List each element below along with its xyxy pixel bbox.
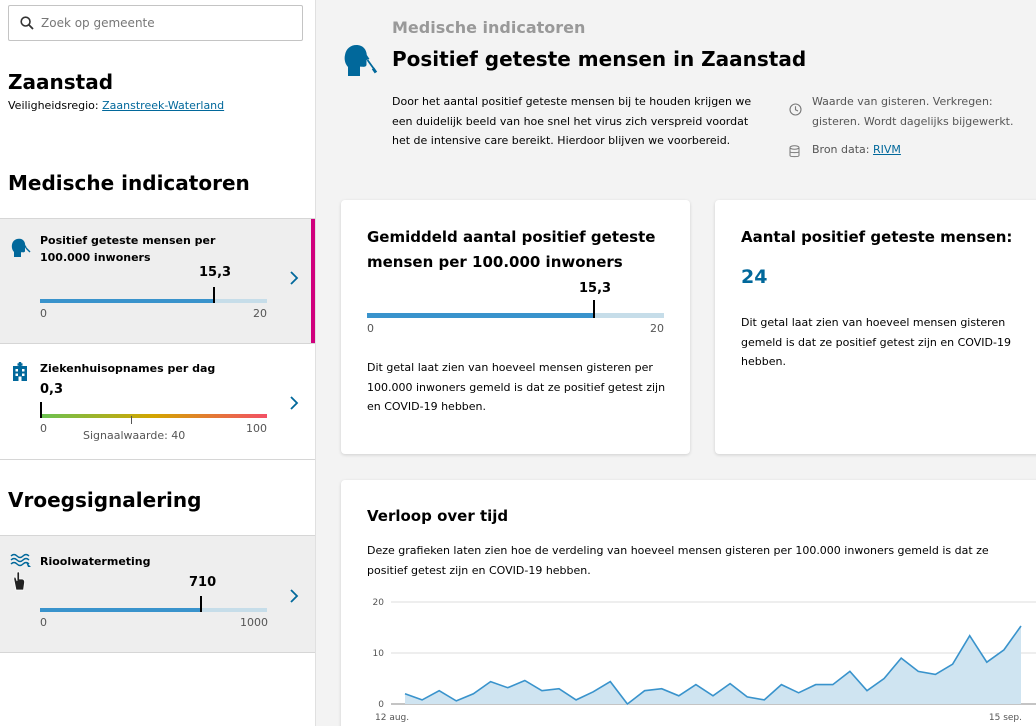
average-card-value: 15,3 (579, 281, 612, 296)
data-source: Bron data: RIVM (812, 143, 901, 156)
indicator-label: Rioolwatermeting (40, 555, 151, 568)
sidebar-item-positive-tests[interactable]: Positief geteste mensen per 100.000 inwo… (0, 218, 315, 344)
chevron-right-icon (290, 271, 299, 285)
chevron-right-icon (290, 589, 299, 603)
chevron-right-icon (290, 396, 299, 410)
page-description: Door het aantal positief geteste mensen … (392, 95, 752, 147)
sidebar: Zaanstad Veiligheidsregio: Zaanstreek-Wa… (0, 0, 316, 726)
y-tick-label: 0 (378, 700, 384, 710)
indicator-gradient-bar (40, 414, 267, 418)
indicator-label: Positief geteste mensen per 100.000 inwo… (40, 234, 216, 264)
trend-card-description: Deze grafieken laten zien hoe de verdeli… (367, 544, 989, 577)
average-card-description: Dit getal laat zien van hoeveel mensen g… (367, 361, 666, 413)
indicator-value: 0,3 (40, 382, 64, 397)
total-card-value: 24 (741, 266, 768, 288)
average-card-max: 20 (650, 322, 664, 335)
safety-region-label: Veiligheidsregio: (8, 99, 99, 112)
indicator-value: 710 (189, 575, 217, 590)
chart-y-ticks: 0 10 20 (373, 598, 385, 710)
chart-line (404, 625, 1022, 706)
indicator-min: 0 (40, 307, 47, 320)
data-source-label: Bron data: (812, 143, 870, 156)
signal-value-tick (130, 416, 132, 424)
sidebar-item-hospital-admissions[interactable]: Ziekenhuisopnames per dag 0,3 0 Signaalw… (0, 344, 315, 460)
average-card-bar-fill (367, 313, 595, 318)
trend-chart: 0 10 20 12 aug. 15 sep. (373, 598, 1036, 723)
average-card: Gemiddeld aantal positief geteste mensen… (341, 200, 690, 454)
chart-points (404, 625, 1022, 705)
municipality-name: Zaanstad (8, 70, 114, 94)
total-card-title: Aantal positief geteste mensen: (741, 228, 1013, 246)
sidebar-item-sewer-water[interactable]: Rioolwatermeting 710 0 1000 (0, 535, 315, 653)
search-input[interactable] (41, 6, 296, 40)
trend-card-title: Verloop over tijd (367, 507, 509, 525)
person-test-header-icon (344, 44, 378, 76)
medical-indicators-heading: Medische indicatoren (8, 171, 250, 195)
indicator-marker (212, 287, 215, 303)
indicator-max: 1000 (240, 616, 268, 629)
indicator-bar-fill (40, 299, 214, 303)
indicator-label: Ziekenhuisopnames per dag (40, 362, 216, 375)
indicator-min: 0 (40, 616, 47, 629)
early-warning-heading: Vroegsignalering (8, 488, 202, 512)
indicator-value: 15,3 (199, 265, 232, 280)
hospital-icon (13, 362, 27, 381)
chart-x-ticks: 12 aug. 15 sep. (375, 713, 1022, 723)
average-card-title: Gemiddeld aantal positief geteste mensen… (367, 228, 656, 271)
indicator-bar (40, 299, 267, 303)
data-source-link[interactable]: RIVM (873, 143, 901, 156)
sewer-water-icon (10, 553, 31, 591)
page-title: Positief geteste mensen in Zaanstad (392, 47, 807, 71)
search-icon (20, 16, 34, 30)
indicator-marker (200, 596, 203, 612)
total-card: Aantal positief geteste mensen: 24 Dit g… (715, 200, 1036, 454)
active-indicator-accent (311, 219, 315, 343)
search-box[interactable] (8, 5, 303, 41)
indicator-max: 20 (253, 307, 267, 320)
indicator-max: 100 (246, 422, 267, 435)
safety-region-link[interactable]: Zaanstreek-Waterland (102, 99, 225, 112)
trend-card: Verloop over tijd Deze grafieken laten z… (341, 480, 1036, 726)
total-card-description: Dit getal laat zien van hoeveel mensen g… (741, 316, 1011, 368)
section-eyebrow: Medische indicatoren (392, 18, 586, 37)
database-icon (789, 145, 800, 158)
clock-icon (789, 103, 802, 116)
safety-region: Veiligheidsregio: Zaanstreek-Waterland (8, 99, 224, 112)
average-card-marker (593, 300, 596, 318)
x-tick-label: 15 sep. (989, 713, 1022, 723)
chart-area-fill (405, 626, 1021, 704)
x-tick-label: 12 aug. (375, 713, 409, 723)
indicator-bar (40, 608, 267, 612)
indicator-marker (39, 402, 42, 418)
signal-value-label: Signaalwaarde: 40 (83, 429, 186, 442)
y-tick-label: 20 (373, 598, 385, 608)
average-card-bar (367, 313, 664, 318)
y-tick-label: 10 (373, 649, 385, 659)
update-info: Waarde van gisteren. Verkregen: gisteren… (812, 95, 1014, 128)
indicator-min: 0 (40, 422, 47, 435)
average-card-min: 0 (367, 322, 374, 335)
person-test-icon (11, 238, 31, 257)
indicator-bar-fill (40, 608, 202, 612)
